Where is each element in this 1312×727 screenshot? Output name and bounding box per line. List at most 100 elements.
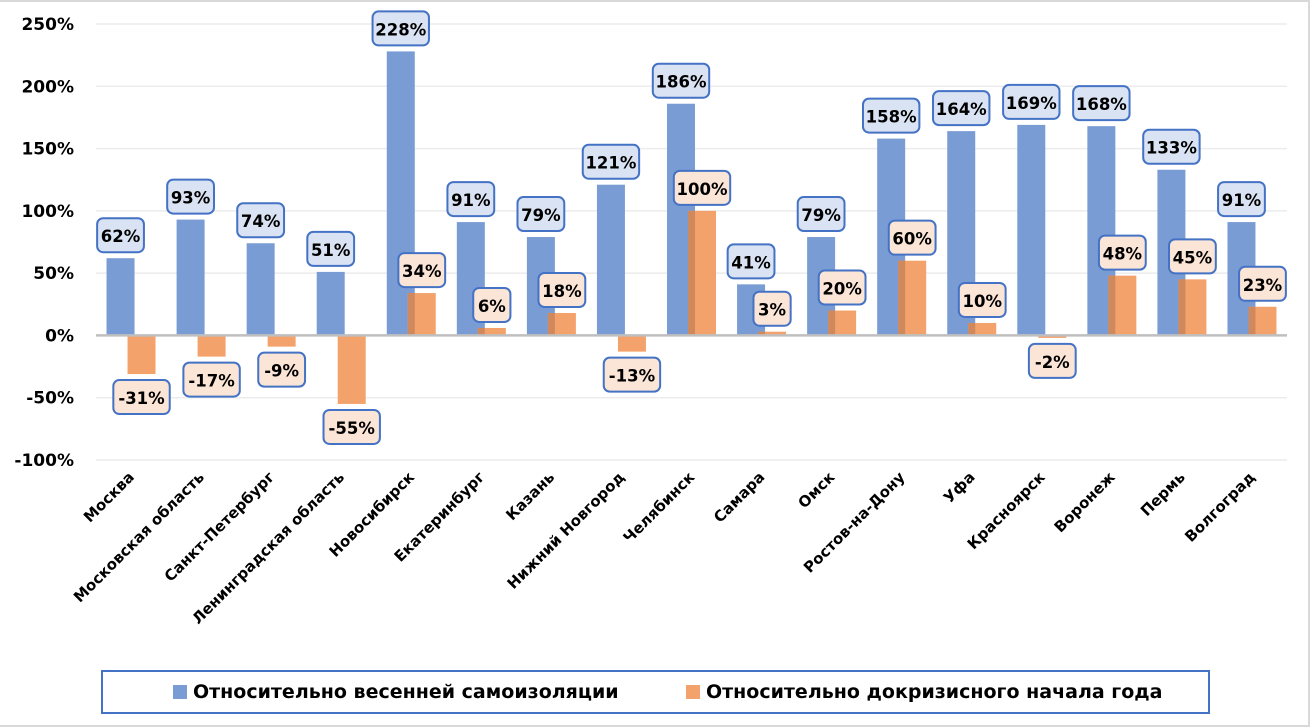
data-label-text: 168%: [1076, 95, 1127, 114]
data-label-precrisis: 100%: [672, 169, 732, 206]
bar-spring: [596, 184, 625, 336]
data-label-text: 91%: [451, 191, 491, 210]
data-label-text: 20%: [822, 280, 862, 299]
data-label-text: 45%: [1173, 248, 1213, 267]
legend-label: Относительно докризисного начала года: [706, 681, 1163, 703]
legend-label: Относительно весенней самоизоляции: [193, 681, 619, 703]
bar-overlap: [828, 310, 836, 336]
bar-overlap: [407, 293, 415, 336]
category-label: Пермь: [1137, 468, 1189, 520]
data-label-spring: 79%: [516, 196, 566, 233]
data-label-text: 79%: [801, 206, 841, 225]
data-label-text: 10%: [962, 292, 1002, 311]
data-label-precrisis: -55%: [322, 408, 381, 445]
data-label-text: 62%: [101, 227, 141, 246]
data-label-text: 133%: [1146, 139, 1197, 158]
data-label-precrisis: 20%: [817, 269, 867, 306]
category-label: Уфа: [940, 468, 979, 507]
data-label-precrisis: 18%: [537, 272, 587, 309]
data-label-text: -31%: [118, 389, 165, 408]
category-label: Нижний Новгород: [504, 468, 629, 593]
data-label-precrisis: 60%: [887, 219, 937, 256]
data-label-spring: 74%: [236, 202, 286, 239]
category-label: Московская область: [70, 468, 208, 606]
bar-precrisis: [127, 335, 156, 375]
legend-swatch-orange: [686, 685, 700, 699]
data-label-precrisis: 23%: [1238, 265, 1287, 302]
data-label-text: 41%: [731, 253, 771, 272]
data-label-text: 74%: [241, 212, 281, 231]
category-label: Воронеж: [1051, 468, 1119, 536]
data-label-text: 91%: [1222, 191, 1262, 210]
data-label-spring: 168%: [1072, 85, 1131, 122]
bar-overlap: [1108, 275, 1116, 336]
data-label-text: -17%: [188, 372, 235, 391]
bar-spring: [246, 243, 275, 336]
data-label-text: -13%: [609, 367, 656, 386]
data-label-text: 34%: [402, 262, 442, 281]
bar-overlap: [547, 313, 555, 336]
bar-precrisis: [477, 327, 506, 336]
data-label-text: -9%: [264, 362, 299, 381]
data-label-text: 228%: [375, 20, 426, 39]
data-label-text: 48%: [1103, 245, 1143, 264]
data-label-text: -55%: [329, 419, 376, 438]
data-label-text: 3%: [758, 301, 786, 320]
data-label-text: 169%: [1006, 94, 1057, 113]
data-label-text: 79%: [521, 206, 561, 225]
bar-precrisis: [197, 335, 226, 357]
data-label-precrisis: 3%: [752, 290, 792, 327]
bar-overlap: [688, 210, 695, 336]
bar-overlap: [477, 327, 485, 336]
y-tick-label: 250%: [21, 15, 74, 35]
category-label: Волгоград: [1181, 468, 1259, 546]
data-label-text: 186%: [656, 73, 707, 92]
data-label-spring: 186%: [651, 62, 711, 99]
data-label-precrisis: -2%: [1027, 342, 1077, 379]
data-label-precrisis: 34%: [397, 252, 447, 289]
data-label-precrisis: 48%: [1097, 234, 1147, 271]
data-label-spring: 169%: [1002, 83, 1061, 120]
data-label-text: 23%: [1243, 276, 1283, 295]
legend: Относительно весенней самоизоляции Относ…: [101, 670, 1210, 714]
data-label-spring: 91%: [446, 181, 496, 218]
data-label-spring: 133%: [1142, 128, 1201, 165]
data-label-spring: 91%: [1217, 181, 1266, 218]
data-label-text: 6%: [478, 297, 506, 316]
data-label-spring: 228%: [371, 10, 430, 47]
data-label-spring: 79%: [796, 196, 846, 233]
data-label-text: 93%: [171, 189, 211, 208]
y-tick-label: 100%: [21, 202, 74, 222]
data-label-spring: 164%: [932, 90, 991, 127]
data-label-precrisis: 6%: [472, 286, 512, 323]
data-label-spring: 158%: [861, 97, 921, 134]
bar-spring: [1017, 124, 1046, 336]
bar-precrisis: [337, 335, 366, 404]
data-label-text: 164%: [936, 100, 987, 119]
legend-swatch-blue: [173, 685, 187, 699]
data-label-spring: 62%: [96, 217, 145, 254]
data-label-spring: 41%: [726, 243, 776, 280]
bar-spring: [316, 271, 345, 336]
data-label-text: 121%: [585, 154, 636, 173]
category-label: Казань: [502, 468, 558, 524]
y-tick-label: 0%: [45, 326, 74, 346]
data-label-text: -2%: [1035, 353, 1070, 372]
data-label-precrisis: -17%: [182, 361, 241, 398]
bar-precrisis: [617, 335, 646, 352]
y-tick-label: -50%: [26, 389, 74, 409]
y-tick-label: 150%: [21, 140, 74, 160]
bar-spring: [106, 258, 135, 336]
bar-spring: [176, 219, 205, 336]
data-label-precrisis: -13%: [602, 356, 662, 393]
bar-precrisis: [267, 335, 296, 347]
data-label-spring: 93%: [166, 178, 215, 215]
y-tick-label: 50%: [33, 264, 74, 284]
data-label-precrisis: 10%: [957, 281, 1007, 318]
data-labels: 62% -31% 93% -17% 74% -9% 51% -55% 228% 34% 91% 6% 7…: [96, 10, 1287, 445]
data-label-text: 100%: [677, 180, 728, 199]
data-label-text: 158%: [866, 108, 917, 127]
legend-item-spring: Относительно весенней самоизоляции: [173, 681, 619, 703]
data-label-precrisis: -31%: [112, 379, 171, 416]
